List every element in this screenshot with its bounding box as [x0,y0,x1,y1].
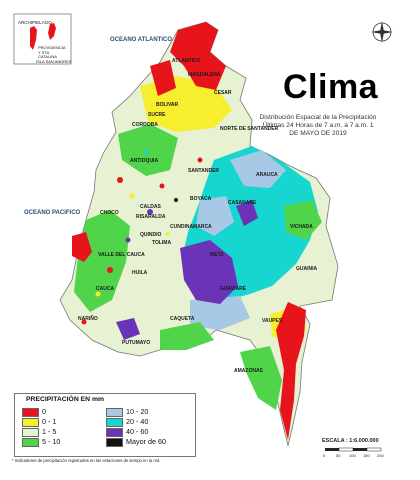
place-label: MAGDALENA [188,72,221,78]
place-label: CAQUETA [170,316,195,322]
legend-label: 0 [42,407,46,416]
legend-title: PRECIPITACIÓN EN mm [26,396,105,403]
place-label: CORDOBA [132,122,158,128]
place-label: CUNDINAMARCA [170,224,212,230]
scale-text: ESCALA : 1:6.000.000 [322,438,379,444]
zone-green-west [74,210,130,312]
zone-lightblue-north [230,150,286,188]
legend-swatch [22,428,39,437]
zone-lightblue-centre [196,196,234,236]
north-arrow-icon [371,21,393,43]
legend-swatch [22,408,39,417]
place-label: BOLIVAR [156,102,179,108]
place-label: TOLIMA [152,240,172,246]
legend-label: 0 - 1 [42,417,57,426]
legend-swatch [106,438,123,447]
legend-label: 10 - 20 [126,407,149,416]
place-label: QUINDIO [140,232,162,238]
map-subtitle: Distribución Espacial de la Precipitació… [259,114,377,138]
inset-label-san-andres: ISLA SAN ANDRES [36,59,72,64]
scale-km-label: 200 [377,453,384,458]
place-label: SANTANDER [188,168,220,174]
place-label: NARIÑO [78,316,98,322]
zone-purple-meta [180,240,238,304]
place-label: CASANARE [228,200,257,206]
place-label: NORTE DE SANTANDER [220,126,279,132]
place-label: AMAZONAS [234,368,263,374]
place-label: VICHADA [290,224,313,230]
zone-red-guajira [170,22,226,90]
place-label: META [210,252,224,258]
map-title: Clima [283,68,379,106]
legend-label: 5 - 10 [42,437,61,446]
legend-swatch [22,418,39,427]
zone-purple-east [236,200,258,226]
inset-island-2 [48,23,56,40]
place-label: ARAUCA [256,172,278,178]
scale-bar [325,447,382,452]
zone-green-amazon [240,346,282,410]
zone-red-caribbean [150,60,176,96]
scale-km-label: 150 [363,453,370,458]
zone-purple-west [116,318,140,340]
scale-km-label: 0 [323,453,326,458]
ocean-label-atlantic: OCEANO ATLANTICO [110,37,172,43]
rain-specks [81,149,203,325]
legend-swatch [22,438,39,447]
place-label: SUCRE [148,112,166,118]
legend-swatch [106,408,123,417]
legend-label: 1 - 5 [42,427,57,436]
inset-frame [13,13,72,65]
place-label: CESAR [214,90,232,96]
zone-red-pacific [72,232,92,262]
place-label: RISARALDA [136,214,166,220]
scale-km-label: 50 [336,453,341,458]
place-label: BOYACA [190,196,212,202]
ocean-label-pacific: OCEANO PACIFICO [24,210,81,216]
place-label: PUTUMAYO [122,340,151,346]
place-label: CHOCO [100,210,119,216]
zone-green-north [118,124,178,176]
place-label: CAUCA [96,286,115,292]
legend-label: 40 - 60 [126,427,149,436]
legend-box [14,393,196,457]
place-label: GUAINIA [296,266,318,272]
place-label: CALDAS [140,204,161,210]
place-label: ANTIOQUIA [130,158,159,164]
place-label: VALLE DEL CAUCA [98,252,145,258]
inset-label-providencia: PROVIDENCIA Y STA CATALINA [38,45,66,59]
zone-red-southeast [276,302,306,440]
scale-km-label: 100 [349,453,356,458]
legend-swatch [106,428,123,437]
place-label: GUAVIARE [220,286,247,292]
inset-island-1 [30,26,37,50]
inset-label-archipelago: ARCHIPIELAGO [18,20,52,25]
legend-note: * Indicadores de precipitación registrad… [12,458,161,463]
legend-label: Mayor de 60 [126,437,166,446]
legend-label: 20 - 40 [126,417,149,426]
place-label: HUILA [132,270,148,276]
zone-green-south [160,322,214,350]
place-label: VAUPES [262,318,283,324]
zone-green-east [284,200,322,240]
legend-swatch [106,418,123,427]
place-label: ATLANTICO [172,58,201,64]
zone-lightblue-south [190,296,250,330]
